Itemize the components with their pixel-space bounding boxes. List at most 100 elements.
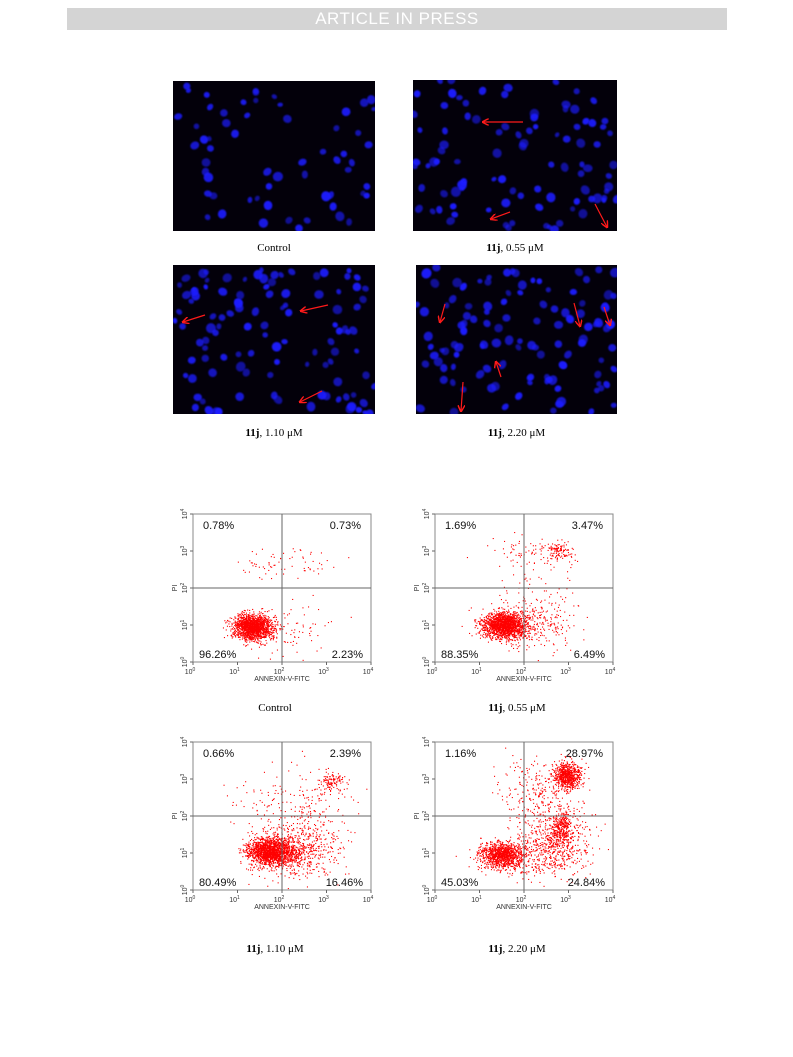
microscopy-image-control <box>173 81 375 231</box>
microscopy-caption-control: Control <box>173 242 375 254</box>
quadrant-upper-left-value: 1.16% <box>445 748 476 760</box>
apoptosis-arrow-icon <box>491 211 511 219</box>
y-tick-label: 103 <box>180 773 189 784</box>
apoptosis-arrow-icon <box>603 306 610 325</box>
flow-caption-control: Control <box>170 702 380 714</box>
microscopy-caption-220: 11j, 2.20 μM <box>416 427 617 439</box>
scatter-events <box>223 750 368 890</box>
quadrant-upper-right-value: 28.97% <box>566 748 604 760</box>
x-tick-label: 101 <box>229 667 240 676</box>
x-tick-label: 104 <box>605 895 616 904</box>
y-axis-label: PI <box>414 813 421 820</box>
microscopy-caption-055: 11j, 0.55 μM <box>413 242 617 254</box>
x-axis-label: ANNEXIN-V-FITC <box>496 904 552 911</box>
quadrant-upper-left-value: 0.66% <box>203 748 234 760</box>
caption-dose: , 2.20 μM <box>502 943 546 955</box>
x-tick-label: 104 <box>363 667 374 676</box>
apoptosis-arrow-icon <box>183 314 206 322</box>
scatter-events <box>461 532 588 662</box>
x-tick-label: 102 <box>516 667 527 676</box>
x-tick-label: 100 <box>427 895 438 904</box>
y-tick-label: 103 <box>180 545 189 556</box>
microscopy-image-055 <box>413 80 617 231</box>
x-tick-label: 104 <box>605 667 616 676</box>
article-in-press-banner: ARTICLE IN PRESS <box>67 8 727 30</box>
x-tick-label: 103 <box>318 667 329 676</box>
quadrant-lower-left-value: 88.35% <box>441 649 479 661</box>
y-tick-label: 101 <box>422 847 431 858</box>
apoptosis-arrow-icon <box>461 381 463 411</box>
caption-compound: 11j <box>487 427 502 439</box>
apoptosis-arrow-icon <box>300 390 323 402</box>
y-tick-label: 100 <box>180 656 189 667</box>
scatter-events <box>222 548 352 661</box>
y-tick-label: 102 <box>180 582 189 593</box>
quadrant-upper-left-value: 1.69% <box>445 520 476 532</box>
x-axis-label: ANNEXIN-V-FITC <box>496 676 552 683</box>
y-tick-label: 104 <box>180 736 189 747</box>
x-tick-label: 100 <box>185 667 196 676</box>
nuclei-group <box>413 80 617 231</box>
flow-caption-110: 11j, 1.10 μM <box>170 943 380 955</box>
quadrant-lower-left-value: 96.26% <box>199 649 237 661</box>
quadrant-lower-left-value: 80.49% <box>199 877 237 889</box>
caption-compound: 11j <box>245 427 260 439</box>
caption-dose: , 1.10 μM <box>259 427 303 439</box>
caption-compound: 11j <box>486 242 501 254</box>
y-axis-label: PI <box>172 813 179 820</box>
caption-compound: 11j <box>246 943 261 955</box>
x-tick-label: 103 <box>560 667 571 676</box>
quadrant-upper-right-value: 0.73% <box>330 520 361 532</box>
flow-caption-220: 11j, 2.20 μM <box>412 943 622 955</box>
caption-dose: Control <box>257 242 291 254</box>
flow-cytometry-220: 100 100 101 101 102 102 103 103 104 104 ANNEXIN-V-… <box>412 736 622 918</box>
apoptosis-arrow-icon <box>594 203 607 227</box>
apoptosis-arrow-icon <box>440 303 446 322</box>
y-tick-label: 103 <box>422 773 431 784</box>
microscopy-caption-110: 11j, 1.10 μM <box>173 427 375 439</box>
caption-compound: 11j <box>488 702 503 714</box>
x-tick-label: 100 <box>427 667 438 676</box>
x-tick-label: 102 <box>274 667 285 676</box>
quadrant-lower-right-value: 6.49% <box>574 649 605 661</box>
quadrant-lower-right-value: 2.23% <box>332 649 363 661</box>
flow-cytometry-control: 100 100 101 101 102 102 103 103 104 104 ANNEXIN-V-… <box>170 508 380 690</box>
microscopy-image-110 <box>173 265 375 414</box>
y-tick-label: 100 <box>422 884 431 895</box>
y-axis-label: PI <box>172 585 179 592</box>
nuclei-group <box>174 82 375 231</box>
x-tick-label: 100 <box>185 895 196 904</box>
caption-dose: , 1.10 μM <box>260 943 304 955</box>
x-axis-label: ANNEXIN-V-FITC <box>254 676 310 683</box>
x-tick-label: 103 <box>560 895 571 904</box>
flow-caption-055: 11j, 0.55 μM <box>412 702 622 714</box>
x-tick-label: 102 <box>516 895 527 904</box>
x-tick-label: 102 <box>274 895 285 904</box>
flow-cytometry-110: 100 100 101 101 102 102 103 103 104 104 ANNEXIN-V-… <box>170 736 380 918</box>
y-tick-label: 104 <box>422 508 431 519</box>
y-tick-label: 100 <box>180 884 189 895</box>
scatter-events <box>455 747 609 887</box>
y-tick-label: 100 <box>422 656 431 667</box>
y-tick-label: 102 <box>422 582 431 593</box>
quadrant-upper-right-value: 2.39% <box>330 748 361 760</box>
quadrant-lower-right-value: 24.84% <box>568 877 606 889</box>
y-tick-label: 103 <box>422 545 431 556</box>
quadrant-upper-left-value: 0.78% <box>203 520 234 532</box>
caption-compound: 11j <box>488 943 503 955</box>
caption-dose: Control <box>258 702 292 714</box>
x-tick-label: 101 <box>471 667 482 676</box>
y-tick-label: 101 <box>180 847 189 858</box>
x-tick-label: 103 <box>318 895 329 904</box>
x-tick-label: 101 <box>229 895 240 904</box>
caption-dose: , 0.55 μM <box>502 702 546 714</box>
nuclei-group <box>416 265 617 414</box>
apoptosis-arrow-icon <box>573 302 580 326</box>
microscopy-image-220 <box>416 265 617 414</box>
x-axis-label: ANNEXIN-V-FITC <box>254 904 310 911</box>
quadrant-upper-right-value: 3.47% <box>572 520 603 532</box>
quadrant-lower-left-value: 45.03% <box>441 877 479 889</box>
apoptosis-arrow-icon <box>496 362 502 378</box>
y-tick-label: 101 <box>422 619 431 630</box>
caption-dose: , 2.20 μM <box>501 427 546 439</box>
